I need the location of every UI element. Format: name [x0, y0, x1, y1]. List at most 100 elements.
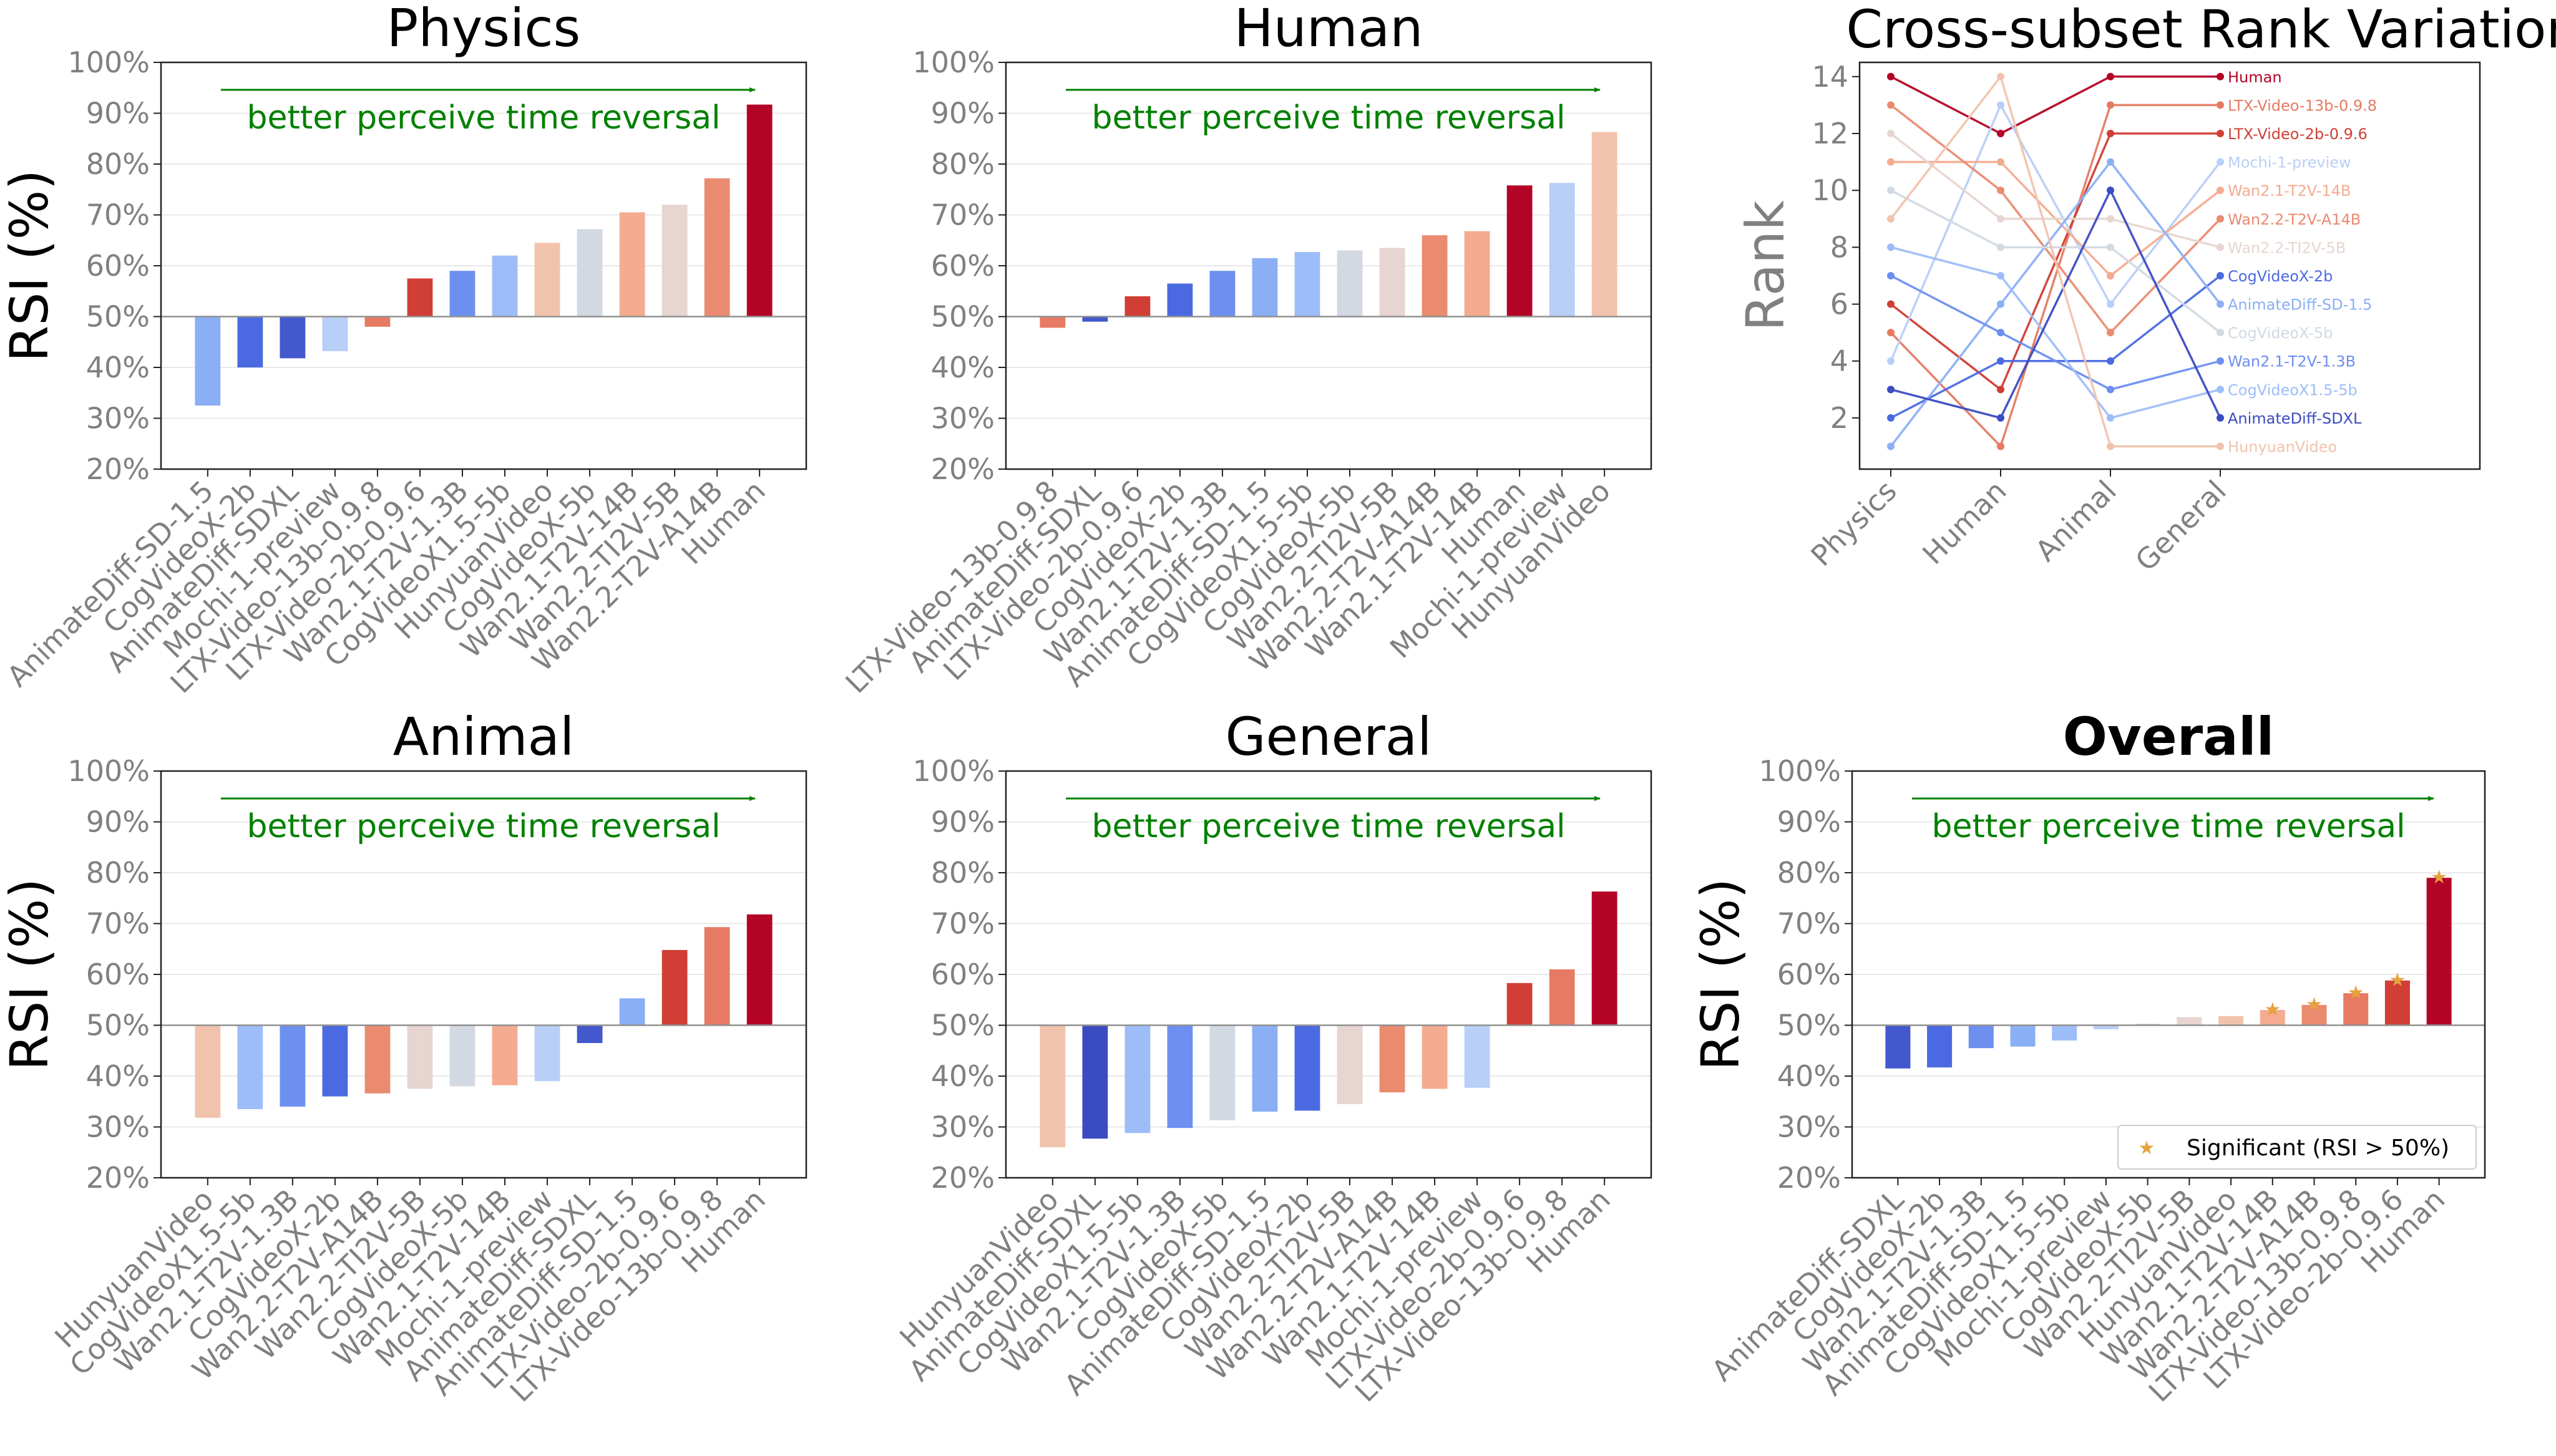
bar-Human	[746, 104, 773, 317]
y-tick-label: 50%	[931, 1009, 995, 1042]
bar-Mochi-1-preview	[534, 1025, 560, 1082]
series-point	[1997, 386, 2004, 394]
y-tick-label: 60%	[86, 958, 150, 991]
bar-Wan2.2-T2V-A14B	[1379, 1025, 1405, 1093]
bar-Wan2.2-TI2V-5B	[1379, 248, 1405, 317]
series-point	[2107, 386, 2114, 394]
significance-star: ★	[2348, 982, 2364, 1004]
y-tick-label: 40%	[931, 1059, 995, 1093]
bar-LTX-Video-2b-0.9.6	[2384, 980, 2410, 1026]
bar-CogVideoX-5b	[1337, 250, 1363, 317]
bar-CogVideoX-2b	[322, 1025, 348, 1097]
series-point	[1997, 329, 2004, 337]
annotation-text: better perceive time reversal	[246, 99, 720, 137]
y-tick-label: 8	[1830, 230, 1848, 264]
series-point	[1887, 243, 1895, 251]
series-point	[1997, 215, 2004, 223]
series-point	[1887, 158, 1895, 166]
y-tick-label: 60%	[931, 958, 995, 991]
series-point	[2217, 129, 2224, 137]
y-tick-label: 50%	[86, 300, 150, 334]
y-tick-label: 100%	[67, 46, 150, 79]
series-point	[2217, 329, 2224, 337]
bar-HunyuanVideo	[1591, 132, 1617, 317]
bar-CogVideoX-5b	[577, 229, 603, 317]
y-tick-label: 100%	[67, 754, 150, 788]
bar-LTX-Video-13b-0.9.8	[2343, 993, 2369, 1026]
bar-Wan2.2-TI2V-5B	[661, 205, 688, 317]
bar-CogVideoX1.5-5b	[492, 255, 518, 317]
bar-CogVideoX-2b	[1927, 1025, 1953, 1068]
bar-Mochi-1-preview	[1464, 1025, 1490, 1088]
y-tick-label: 100%	[912, 46, 995, 79]
series-point	[1997, 187, 2004, 195]
bar-CogVideoX-2b	[1167, 283, 1193, 317]
bar-AnimateDiff-SDXL	[577, 1025, 603, 1044]
y-axis-label: RSI (%)	[1690, 878, 1751, 1071]
legend-entry: LTX-Video-2b-0.9.6	[2228, 125, 2368, 143]
bar-LTX-Video-13b-0.9.8	[1040, 316, 1066, 328]
y-tick-label: 6	[1830, 288, 1848, 321]
y-tick-label: 60%	[86, 249, 150, 283]
series-point	[2107, 129, 2114, 137]
y-tick-label: 60%	[931, 249, 995, 283]
legend-entry: HunyuanVideo	[2228, 439, 2337, 456]
bar-AnimateDiff-SD-1.5	[2010, 1025, 2036, 1047]
bar-CogVideoX-5b	[449, 1025, 476, 1087]
y-tick-label: 70%	[86, 907, 150, 941]
legend-entry: AnimateDiff-SD-1.5	[2228, 296, 2372, 314]
bar-Wan2.2-TI2V-5B	[407, 1025, 433, 1089]
y-tick-label: 60%	[1777, 958, 1841, 991]
bar-Human	[1591, 891, 1617, 1026]
bar-Wan2.1-T2V-14B	[619, 212, 645, 317]
x-tick-label: General	[2129, 474, 2232, 578]
bar-Wan2.2-TI2V-5B	[1337, 1025, 1363, 1104]
bar-Wan2.1-T2V-1.3B	[1968, 1025, 1994, 1049]
y-tick-label: 30%	[1777, 1110, 1841, 1144]
bar-AnimateDiff-SD-1.5	[619, 998, 645, 1026]
bar-CogVideoX1.5-5b	[237, 1025, 263, 1109]
series-point	[2217, 300, 2224, 308]
legend-entry: Mochi-1-preview	[2228, 154, 2351, 172]
series-point	[1887, 72, 1895, 80]
y-tick-label: 90%	[86, 97, 150, 130]
bar-Wan2.1-T2V-1.3B	[1209, 271, 1236, 317]
y-tick-label: 100%	[1758, 754, 1841, 788]
y-tick-label: 80%	[931, 856, 995, 890]
panel-title: Cross-subset Rank Variation	[1846, 0, 2556, 60]
panel-human: 20%30%40%50%60%70%80%90%100%LTX-Video-13…	[839, 0, 1652, 700]
series-line-Wan2.1-T2V-1.3B	[1890, 274, 2221, 391]
series-point	[2107, 72, 2114, 80]
series-line-HunyuanVideo	[1890, 74, 2220, 448]
bar-Wan2.2-T2V-A14B	[704, 178, 730, 317]
bar-CogVideoX-2b	[237, 316, 263, 367]
y-tick-label: 80%	[1777, 856, 1841, 890]
y-tick-label: 14	[1812, 60, 1848, 94]
bar-LTX-Video-13b-0.9.8	[704, 927, 730, 1026]
bar-Mochi-1-preview	[1549, 183, 1575, 317]
series-line-CogVideoX1.5-5b	[1890, 246, 2221, 419]
bar-Mochi-1-preview	[322, 316, 348, 351]
series-point	[2107, 271, 2114, 279]
y-tick-label: 20%	[931, 452, 995, 486]
bar-HunyuanVideo	[1040, 1025, 1066, 1148]
series-point	[2217, 72, 2224, 80]
series-point	[2217, 271, 2224, 279]
legend-entry: Human	[2228, 69, 2282, 86]
y-tick-label: 30%	[931, 402, 995, 435]
series-point	[2107, 101, 2114, 109]
y-tick-label: 20%	[86, 1161, 150, 1195]
series-point	[1887, 414, 1895, 422]
bar-Wan2.2-T2V-A14B	[364, 1025, 391, 1094]
panel-title: General	[1225, 706, 1432, 767]
series-point	[2217, 215, 2224, 223]
y-axis-label: Rank	[1735, 200, 1796, 331]
series-point	[2217, 187, 2224, 195]
y-tick-label: 70%	[931, 198, 995, 232]
bar-CogVideoX1.5-5b	[1124, 1025, 1151, 1133]
y-tick-label: 12	[1812, 117, 1848, 150]
bar-HunyuanVideo	[195, 1025, 221, 1118]
y-tick-label: 70%	[931, 907, 995, 941]
series-point	[2107, 329, 2114, 337]
